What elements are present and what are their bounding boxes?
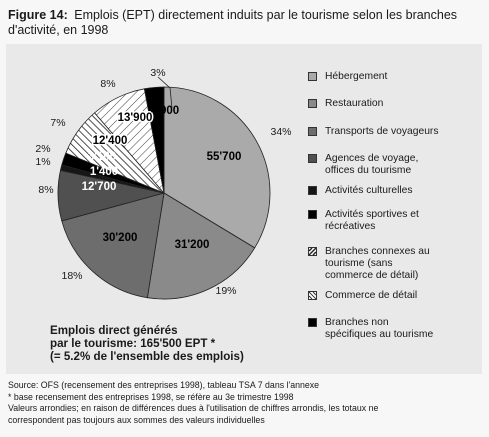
value-label-commerce-de-detail: 13'900	[118, 112, 153, 124]
value-label-hebergement: 55'700	[207, 151, 242, 163]
percent-label-hebergement: 34%	[270, 126, 291, 138]
pie-slice-transports-de-voyageurs	[61, 192, 165, 299]
legend-item-branches-non-specifiques-au-tourisme: Branches non spécifiques au tourisme	[308, 317, 433, 341]
percent-label-restauration: 19%	[215, 285, 236, 297]
legend-item-transports-de-voyageurs: Transports de voyageurs	[308, 126, 439, 138]
total-line-2: par le tourisme: 165'500 EPT *	[50, 337, 216, 350]
legend-item-agences-de-voyage-offices-du-tourisme: Agences de voyage, offices du tourisme	[308, 153, 418, 177]
legend-label: Hébergement	[325, 71, 388, 82]
legend-swatch	[308, 154, 317, 163]
leader-line	[157, 76, 173, 109]
legend-label: Activités sportives et récréatives	[325, 209, 419, 232]
legend-swatch	[308, 318, 317, 327]
figure-caption: Emplois (EPT) directement induits par le…	[8, 8, 458, 37]
value-label-branches-non-specifiques-au-tourisme: 4'900	[151, 105, 179, 117]
legend-label: Transports de voyageurs	[325, 126, 439, 137]
total-line-1: Emplois direct générés	[50, 324, 178, 337]
pie-slice-restauration	[146, 192, 256, 300]
legend-label: Branches connexes au tourisme (sans commer…	[325, 246, 430, 281]
source-line-2: * base recensement des entreprises 1998,…	[8, 391, 294, 402]
legend-swatch	[308, 99, 317, 108]
figure-title: Figure 14: Emplois (EPT) directement ind…	[8, 8, 478, 38]
percent-label-activites-culturelles: 1%	[35, 156, 50, 168]
legend-swatch	[308, 127, 317, 136]
legend-swatch	[308, 247, 317, 256]
pie-chart: 55'700 31'200 30'200 12'700 1'400 3'100 12'400…	[35, 67, 292, 300]
legend-swatch	[308, 186, 317, 195]
legend-label: Restauration	[325, 98, 384, 109]
total-line-3: (= 5.2% de l'ensemble des emplois)	[50, 350, 244, 363]
legend-swatch	[308, 210, 317, 219]
legend-label: Branches non spécifiques au tourisme	[325, 317, 434, 340]
legend-item-restauration: Restauration	[308, 98, 383, 110]
legend-label: Activités culturelles	[325, 185, 413, 196]
total-employment-box: Emplois direct générés par le tourisme: …	[50, 324, 300, 363]
value-label-restauration: 31'200	[175, 239, 210, 251]
source-line-3: Valeurs arrondies; en raison de différen…	[8, 403, 379, 413]
value-label-agences-de-voyage-offices-du-tourisme: 12'700	[82, 181, 117, 193]
legend-label: Agences de voyage, offices du tourisme	[325, 153, 419, 176]
percent-label-branches-connexes-au-tourisme-sans-commerce-de-detail: 7%	[50, 117, 65, 129]
percent-label-agences-de-voyage-offices-du-tourisme: 8%	[38, 184, 53, 196]
legend-label: Commerce de détail	[325, 290, 418, 301]
value-label-branches-connexes-au-tourisme-sans-commerce-de-detail: 12'400	[93, 135, 128, 147]
legend-item-branches-connexes-au-tourisme-sans-commerce-de-detail: Branches connexes au tourisme (sans commer…	[308, 246, 430, 282]
legend-item-activites-culturelles: Activités culturelles	[308, 185, 413, 197]
percent-label-commerce-de-detail: 8%	[100, 78, 115, 90]
legend-item-commerce-de-detail: Commerce de détail	[308, 290, 417, 302]
legend-item-hebergement: Hébergement	[308, 71, 387, 83]
pie-slice-branches-non-specifiques-au-tourisme	[143, 86, 165, 194]
source-line-4: correspondent pas toujours aux sommes de…	[8, 414, 265, 425]
pie-slice-hebergement	[163, 86, 271, 249]
legend-item-activites-sportives-et-recreatives: Activités sportives et récréatives	[308, 209, 419, 233]
percent-label-branches-non-specifiques-au-tourisme: 3%	[150, 67, 165, 79]
percent-label-activites-sportives-et-recreatives: 2%	[35, 143, 50, 155]
figure-number: Figure 14:	[8, 8, 68, 22]
value-label-activites-sportives-et-recreatives: 3'100	[88, 151, 116, 163]
legend-swatch	[308, 72, 317, 81]
value-label-transports-de-voyageurs: 30'200	[103, 232, 138, 244]
percent-label-transports-de-voyageurs: 18%	[61, 270, 82, 282]
value-label-activites-culturelles: 1'400	[90, 166, 118, 178]
source-notes: Source: OFS (recensement des entreprises…	[8, 380, 483, 426]
source-line-1: Source: OFS (recensement des entreprises…	[8, 380, 320, 390]
legend-swatch	[308, 291, 317, 300]
chart-panel: 55'700 31'200 30'200 12'700 1'400 3'100 12'400…	[6, 44, 482, 374]
